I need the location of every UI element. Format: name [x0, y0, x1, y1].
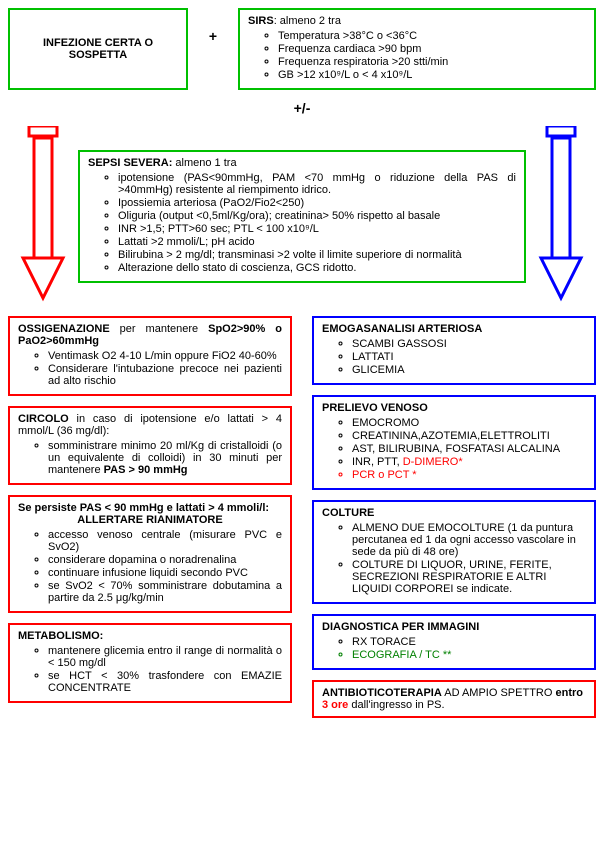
- sepsis-item: Oliguria (output <0,5ml/Kg/ora); creatin…: [118, 210, 516, 222]
- right-arrow-col: [526, 126, 596, 306]
- anti-ore: 3 ore: [322, 699, 348, 711]
- prel-item-inr: INR, PTT, D-DIMERO*: [352, 456, 586, 468]
- prel-item: CREATININA,AZOTEMIA,ELETTROLITI: [352, 430, 586, 442]
- prelievo-box: PRELIEVO VENOSO EMOCROMO CREATININA,AZOT…: [312, 395, 596, 490]
- columns: OSSIGENAZIONE per mantenere SpO2>90% o P…: [8, 316, 596, 718]
- persist-item: continuare infusione liquidi secondo PVC: [48, 567, 282, 579]
- colture-box: COLTURE ALMENO DUE EMOCOLTURE (1 da punt…: [312, 500, 596, 604]
- sepsis-title: SEPSI SEVERA:: [88, 157, 172, 169]
- persist-item: considerare dopamina o noradrenalina: [48, 554, 282, 566]
- prel-list: EMOCROMO CREATININA,AZOTEMIA,ELETTROLITI…: [352, 417, 586, 481]
- metab-list: mantenere glicemia entro il range di nor…: [48, 645, 282, 694]
- persist-intro: Se persiste PAS < 90 mmHg e lattati > 4 …: [18, 502, 282, 514]
- persist-box: Se persiste PAS < 90 mmHg e lattati > 4 …: [8, 495, 292, 613]
- antibiotico-box: ANTIBIOTICOTERAPIA AD AMPIO SPETTRO entr…: [312, 680, 596, 718]
- sirs-title: SIRS: [248, 15, 274, 27]
- circ-item: somministrare minimo 20 ml/Kg di cristal…: [48, 440, 282, 476]
- plus-minus-symbol: +/-: [8, 100, 596, 116]
- emo-list: SCAMBI GASSOSI LATTATI GLICEMIA: [352, 338, 586, 376]
- sepsis-list: ipotensione (PAS<90mmHg, PAM <70 mmHg o …: [118, 172, 516, 274]
- ossi-list: Ventimask O2 4-10 L/min oppure FiO2 40-6…: [48, 350, 282, 387]
- colt-list: ALMENO DUE EMOCOLTURE (1 da puntura perc…: [352, 522, 586, 595]
- sepsis-row: SEPSI SEVERA: almeno 1 tra ipotensione (…: [8, 126, 596, 306]
- ossi-item: Ventimask O2 4-10 L/min oppure FiO2 40-6…: [48, 350, 282, 362]
- sepsis-item: Ipossiemia arteriosa (PaO2/Fio2<250): [118, 197, 516, 209]
- diag-rx: RX TORACE: [352, 636, 586, 648]
- ossi-heading: OSSIGENAZIONE per mantenere SpO2>90% o P…: [18, 323, 282, 347]
- anti-tail: dall'ingresso in PS.: [348, 699, 444, 711]
- sepsis-item: Alterazione dello stato di coscienza, GC…: [118, 262, 516, 274]
- infection-box: INFEZIONE CERTA O SOSPETTA: [8, 8, 188, 90]
- ossi-after: per mantenere: [110, 323, 208, 335]
- arrow-down-red-icon: [19, 126, 67, 306]
- colt-title: COLTURE: [322, 507, 586, 519]
- circ-item-bold: PAS > 90 mmHg: [104, 464, 188, 476]
- colt-item: ALMENO DUE EMOCOLTURE (1 da puntura perc…: [352, 522, 586, 558]
- diag-title: DIAGNOSTICA PER IMMAGINI: [322, 621, 586, 633]
- sirs-box: SIRS: almeno 2 tra Temperatura >38°C o <…: [238, 8, 596, 90]
- emogas-box: EMOGASANALISI ARTERIOSA SCAMBI GASSOSI L…: [312, 316, 596, 385]
- sepsis-item: Lattati >2 mmoli/L; pH acido: [118, 236, 516, 248]
- emo-item: LATTATI: [352, 351, 586, 363]
- prel-inr-pre: INR, PTT,: [352, 456, 403, 468]
- ossigenazione-box: OSSIGENAZIONE per mantenere SpO2>90% o P…: [8, 316, 292, 396]
- sepsis-heading: SEPSI SEVERA: almeno 1 tra: [88, 157, 516, 169]
- emo-title: EMOGASANALISI ARTERIOSA: [322, 323, 586, 335]
- sirs-sub: : almeno 2 tra: [274, 15, 341, 27]
- ossi-item: Considerare l'intubazione precoce nei pa…: [48, 363, 282, 387]
- circ-title: CIRCOLO: [18, 413, 69, 425]
- metab-item: se HCT < 30% trasfondere con EMAZIE CONC…: [48, 670, 282, 694]
- sirs-list: Temperatura >38°C o <36°C Frequenza card…: [278, 30, 586, 81]
- diagnostica-box: DIAGNOSTICA PER IMMAGINI RX TORACE ECOGR…: [312, 614, 596, 670]
- infection-title: INFEZIONE CERTA O SOSPETTA: [18, 37, 178, 61]
- persist-list: accesso venoso centrale (misurare PVC e …: [48, 529, 282, 604]
- prel-inr-red: D-DIMERO*: [403, 456, 463, 468]
- emo-item: GLICEMIA: [352, 364, 586, 376]
- metabolismo-box: METABOLISMO: mantenere glicemia entro il…: [8, 623, 292, 703]
- left-arrow-col: [8, 126, 78, 306]
- metab-item: mantenere glicemia entro il range di nor…: [48, 645, 282, 669]
- left-column: OSSIGENAZIONE per mantenere SpO2>90% o P…: [8, 316, 292, 718]
- sepsis-item: ipotensione (PAS<90mmHg, PAM <70 mmHg o …: [118, 172, 516, 196]
- sirs-item: Temperatura >38°C o <36°C: [278, 30, 586, 42]
- prel-title: PRELIEVO VENOSO: [322, 402, 586, 414]
- sirs-item: Frequenza cardiaca >90 bpm: [278, 43, 586, 55]
- sirs-item: GB >12 x10⁹/L o < 4 x10⁹/L: [278, 69, 586, 81]
- metab-title: METABOLISMO:: [18, 630, 282, 642]
- sepsis-sub: almeno 1 tra: [172, 157, 236, 169]
- plus-symbol: +: [188, 8, 238, 90]
- emo-item: SCAMBI GASSOSI: [352, 338, 586, 350]
- sirs-heading: SIRS: almeno 2 tra: [248, 15, 586, 27]
- persist-item: accesso venoso centrale (misurare PVC e …: [48, 529, 282, 553]
- top-row: INFEZIONE CERTA O SOSPETTA + SIRS: almen…: [8, 8, 596, 90]
- sirs-item: Frequenza respiratoria >20 stti/min: [278, 56, 586, 68]
- sepsis-item: INR >1,5; PTT>60 sec; PTL < 100 x10⁹/L: [118, 223, 516, 235]
- circ-heading: CIRCOLO in caso di ipotensione e/o latta…: [18, 413, 282, 437]
- ossi-title: OSSIGENAZIONE: [18, 323, 110, 335]
- arrow-down-blue-icon: [537, 126, 585, 306]
- right-column: EMOGASANALISI ARTERIOSA SCAMBI GASSOSI L…: [312, 316, 596, 718]
- sepsis-item: Bilirubina > 2 mg/dl; transminasi >2 vol…: [118, 249, 516, 261]
- circolo-box: CIRCOLO in caso di ipotensione e/o latta…: [8, 406, 292, 485]
- anti-mid: AD AMPIO SPETTRO: [442, 687, 556, 699]
- diag-eco: ECOGRAFIA / TC **: [352, 649, 586, 661]
- persist-item: se SvO2 < 70% somministrare dobutamina a…: [48, 580, 282, 604]
- sepsis-box: SEPSI SEVERA: almeno 1 tra ipotensione (…: [78, 150, 526, 283]
- circ-list: somministrare minimo 20 ml/Kg di cristal…: [48, 440, 282, 476]
- anti-title: ANTIBIOTICOTERAPIA: [322, 687, 442, 699]
- colt-item: COLTURE DI LIQUOR, URINE, FERITE, SECREZ…: [352, 559, 586, 595]
- prel-item: AST, BILIRUBINA, FOSFATASI ALCALINA: [352, 443, 586, 455]
- prel-pcr: PCR o PCT *: [352, 469, 586, 481]
- prel-item: EMOCROMO: [352, 417, 586, 429]
- persist-alert: ALLERTARE RIANIMATORE: [18, 514, 282, 526]
- diag-list: RX TORACE ECOGRAFIA / TC **: [352, 636, 586, 661]
- anti-entro: entro: [555, 687, 583, 699]
